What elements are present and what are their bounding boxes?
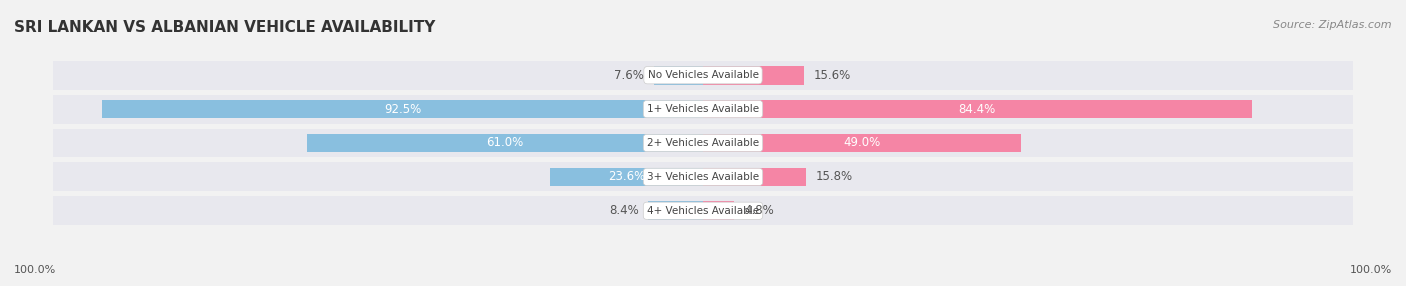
Bar [53, 61, 703, 90]
Bar [53, 196, 703, 225]
Bar [101, 100, 703, 118]
Text: 23.6%: 23.6% [607, 170, 645, 183]
Bar [703, 61, 1353, 90]
Text: 2+ Vehicles Available: 2+ Vehicles Available [647, 138, 759, 148]
Bar [648, 201, 703, 220]
Bar [703, 100, 1251, 118]
Text: 61.0%: 61.0% [486, 136, 523, 150]
Text: 100.0%: 100.0% [14, 265, 56, 275]
Text: No Vehicles Available: No Vehicles Available [648, 70, 758, 80]
Text: 100.0%: 100.0% [1350, 265, 1392, 275]
Bar [53, 95, 703, 124]
Text: SRI LANKAN VS ALBANIAN VEHICLE AVAILABILITY: SRI LANKAN VS ALBANIAN VEHICLE AVAILABIL… [14, 20, 436, 35]
Text: 49.0%: 49.0% [844, 136, 882, 150]
Text: 8.4%: 8.4% [609, 204, 638, 217]
Bar [654, 66, 703, 85]
Text: 15.6%: 15.6% [814, 69, 852, 82]
Bar [703, 66, 804, 85]
Bar [703, 95, 1353, 124]
Bar [703, 134, 1022, 152]
Text: 92.5%: 92.5% [384, 103, 420, 116]
Text: 1+ Vehicles Available: 1+ Vehicles Available [647, 104, 759, 114]
Bar [703, 162, 1353, 191]
Text: 3+ Vehicles Available: 3+ Vehicles Available [647, 172, 759, 182]
Text: 7.6%: 7.6% [614, 69, 644, 82]
Bar [703, 168, 806, 186]
Bar [307, 134, 703, 152]
Bar [703, 196, 1353, 225]
Text: Source: ZipAtlas.com: Source: ZipAtlas.com [1274, 20, 1392, 30]
Bar [53, 162, 703, 191]
Text: 4.8%: 4.8% [744, 204, 773, 217]
Bar [703, 201, 734, 220]
Bar [703, 129, 1353, 157]
Text: 15.8%: 15.8% [815, 170, 852, 183]
Bar [53, 129, 703, 157]
Text: 4+ Vehicles Available: 4+ Vehicles Available [647, 206, 759, 216]
Text: 84.4%: 84.4% [959, 103, 995, 116]
Bar [550, 168, 703, 186]
